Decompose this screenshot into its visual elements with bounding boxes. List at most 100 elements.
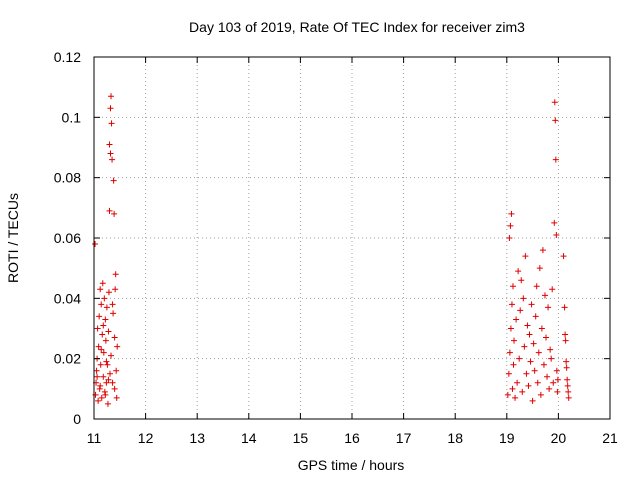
roti-point <box>513 316 520 323</box>
roti-point <box>519 388 526 395</box>
roti-point <box>95 343 102 350</box>
roti-point <box>98 394 105 401</box>
roti-point <box>506 235 513 241</box>
roti-point <box>521 343 528 350</box>
roti-point <box>550 379 557 386</box>
roti-point <box>532 313 539 320</box>
roti-point <box>98 346 105 353</box>
roti-point <box>111 385 118 392</box>
roti-point <box>562 337 569 344</box>
roti-point <box>103 358 110 365</box>
x-tick-label: 11 <box>87 430 102 446</box>
roti-point <box>504 391 511 398</box>
roti-point <box>104 361 111 368</box>
roti-point <box>97 361 104 368</box>
roti-point <box>534 379 541 386</box>
roti-point <box>551 99 558 106</box>
data-points <box>92 93 572 407</box>
x-tick-label: 20 <box>551 430 567 446</box>
roti-point <box>551 219 558 226</box>
roti-point <box>108 352 115 359</box>
roti-point <box>103 379 110 386</box>
roti-point <box>105 328 112 335</box>
roti-point <box>100 322 107 329</box>
roti-point <box>526 331 533 338</box>
roti-point <box>505 370 512 377</box>
roti-point <box>523 370 530 377</box>
roti-point <box>101 295 108 302</box>
roti-point <box>512 394 519 401</box>
roti-point <box>111 334 118 341</box>
roti-point <box>94 373 101 380</box>
roti-point <box>92 241 99 248</box>
x-tick-label: 19 <box>499 430 515 446</box>
roti-point <box>107 150 114 157</box>
roti-point <box>561 304 568 311</box>
roti-point <box>97 382 104 389</box>
x-tick-label: 14 <box>241 430 257 446</box>
roti-point <box>552 117 559 124</box>
roti-point <box>540 361 547 368</box>
roti-point <box>528 301 535 308</box>
roti-point <box>564 382 571 389</box>
x-tick-label: 21 <box>602 430 618 446</box>
roti-point <box>102 391 109 398</box>
roti-point <box>536 265 543 272</box>
roti-point <box>508 210 515 217</box>
roti-point <box>565 394 572 401</box>
roti-point <box>562 331 569 338</box>
y-axis-label: ROTI / TECUs <box>5 193 21 283</box>
roti-point <box>113 367 120 374</box>
y-tick-label: 0 <box>73 411 81 427</box>
roti-point <box>100 349 107 356</box>
x-tick-label: 18 <box>447 430 463 446</box>
x-tick-label: 12 <box>138 430 154 446</box>
roti-point <box>109 156 116 163</box>
roti-point <box>507 325 514 332</box>
roti-point <box>552 156 559 163</box>
roti-point <box>522 253 529 260</box>
roti-point <box>108 93 115 100</box>
roti-point <box>547 346 554 353</box>
roti-point <box>514 379 521 386</box>
roti-point <box>543 334 550 341</box>
roti-point <box>516 355 523 362</box>
roti-point <box>106 141 113 148</box>
roti-point <box>549 286 556 293</box>
roti-point <box>100 373 107 380</box>
roti-point <box>518 277 525 284</box>
roti-point <box>563 364 570 371</box>
roti-point <box>102 316 109 323</box>
roti-point <box>98 301 105 308</box>
roti-point <box>525 382 532 389</box>
roti-point <box>96 313 103 320</box>
roti-point <box>548 355 555 362</box>
y-tick-label: 0.04 <box>54 290 81 306</box>
roti-point <box>531 367 538 374</box>
roti-point <box>96 385 103 392</box>
roti-point <box>545 304 552 311</box>
roti-point <box>112 286 119 293</box>
roti-point <box>544 373 551 380</box>
roti-point <box>99 331 106 338</box>
chart-title: Day 103 of 2019, Rate Of TEC Index for r… <box>189 19 525 35</box>
roti-point <box>103 304 110 311</box>
roti-point <box>114 343 121 350</box>
roti-point <box>508 301 515 308</box>
x-tick-label: 16 <box>344 430 360 446</box>
roti-point <box>533 283 540 290</box>
grid-lines <box>94 57 610 419</box>
roti-point <box>538 325 545 332</box>
roti-point <box>541 292 548 299</box>
roti-point <box>537 391 544 398</box>
x-tick-label: 15 <box>293 430 309 446</box>
roti-point <box>111 210 118 217</box>
roti-point <box>539 247 546 254</box>
roti-point <box>535 349 542 356</box>
roti-point <box>524 322 531 329</box>
roti-point <box>511 337 518 344</box>
y-tick-label: 0.06 <box>54 230 81 246</box>
roti-point <box>105 289 112 296</box>
roti-point <box>530 340 537 347</box>
